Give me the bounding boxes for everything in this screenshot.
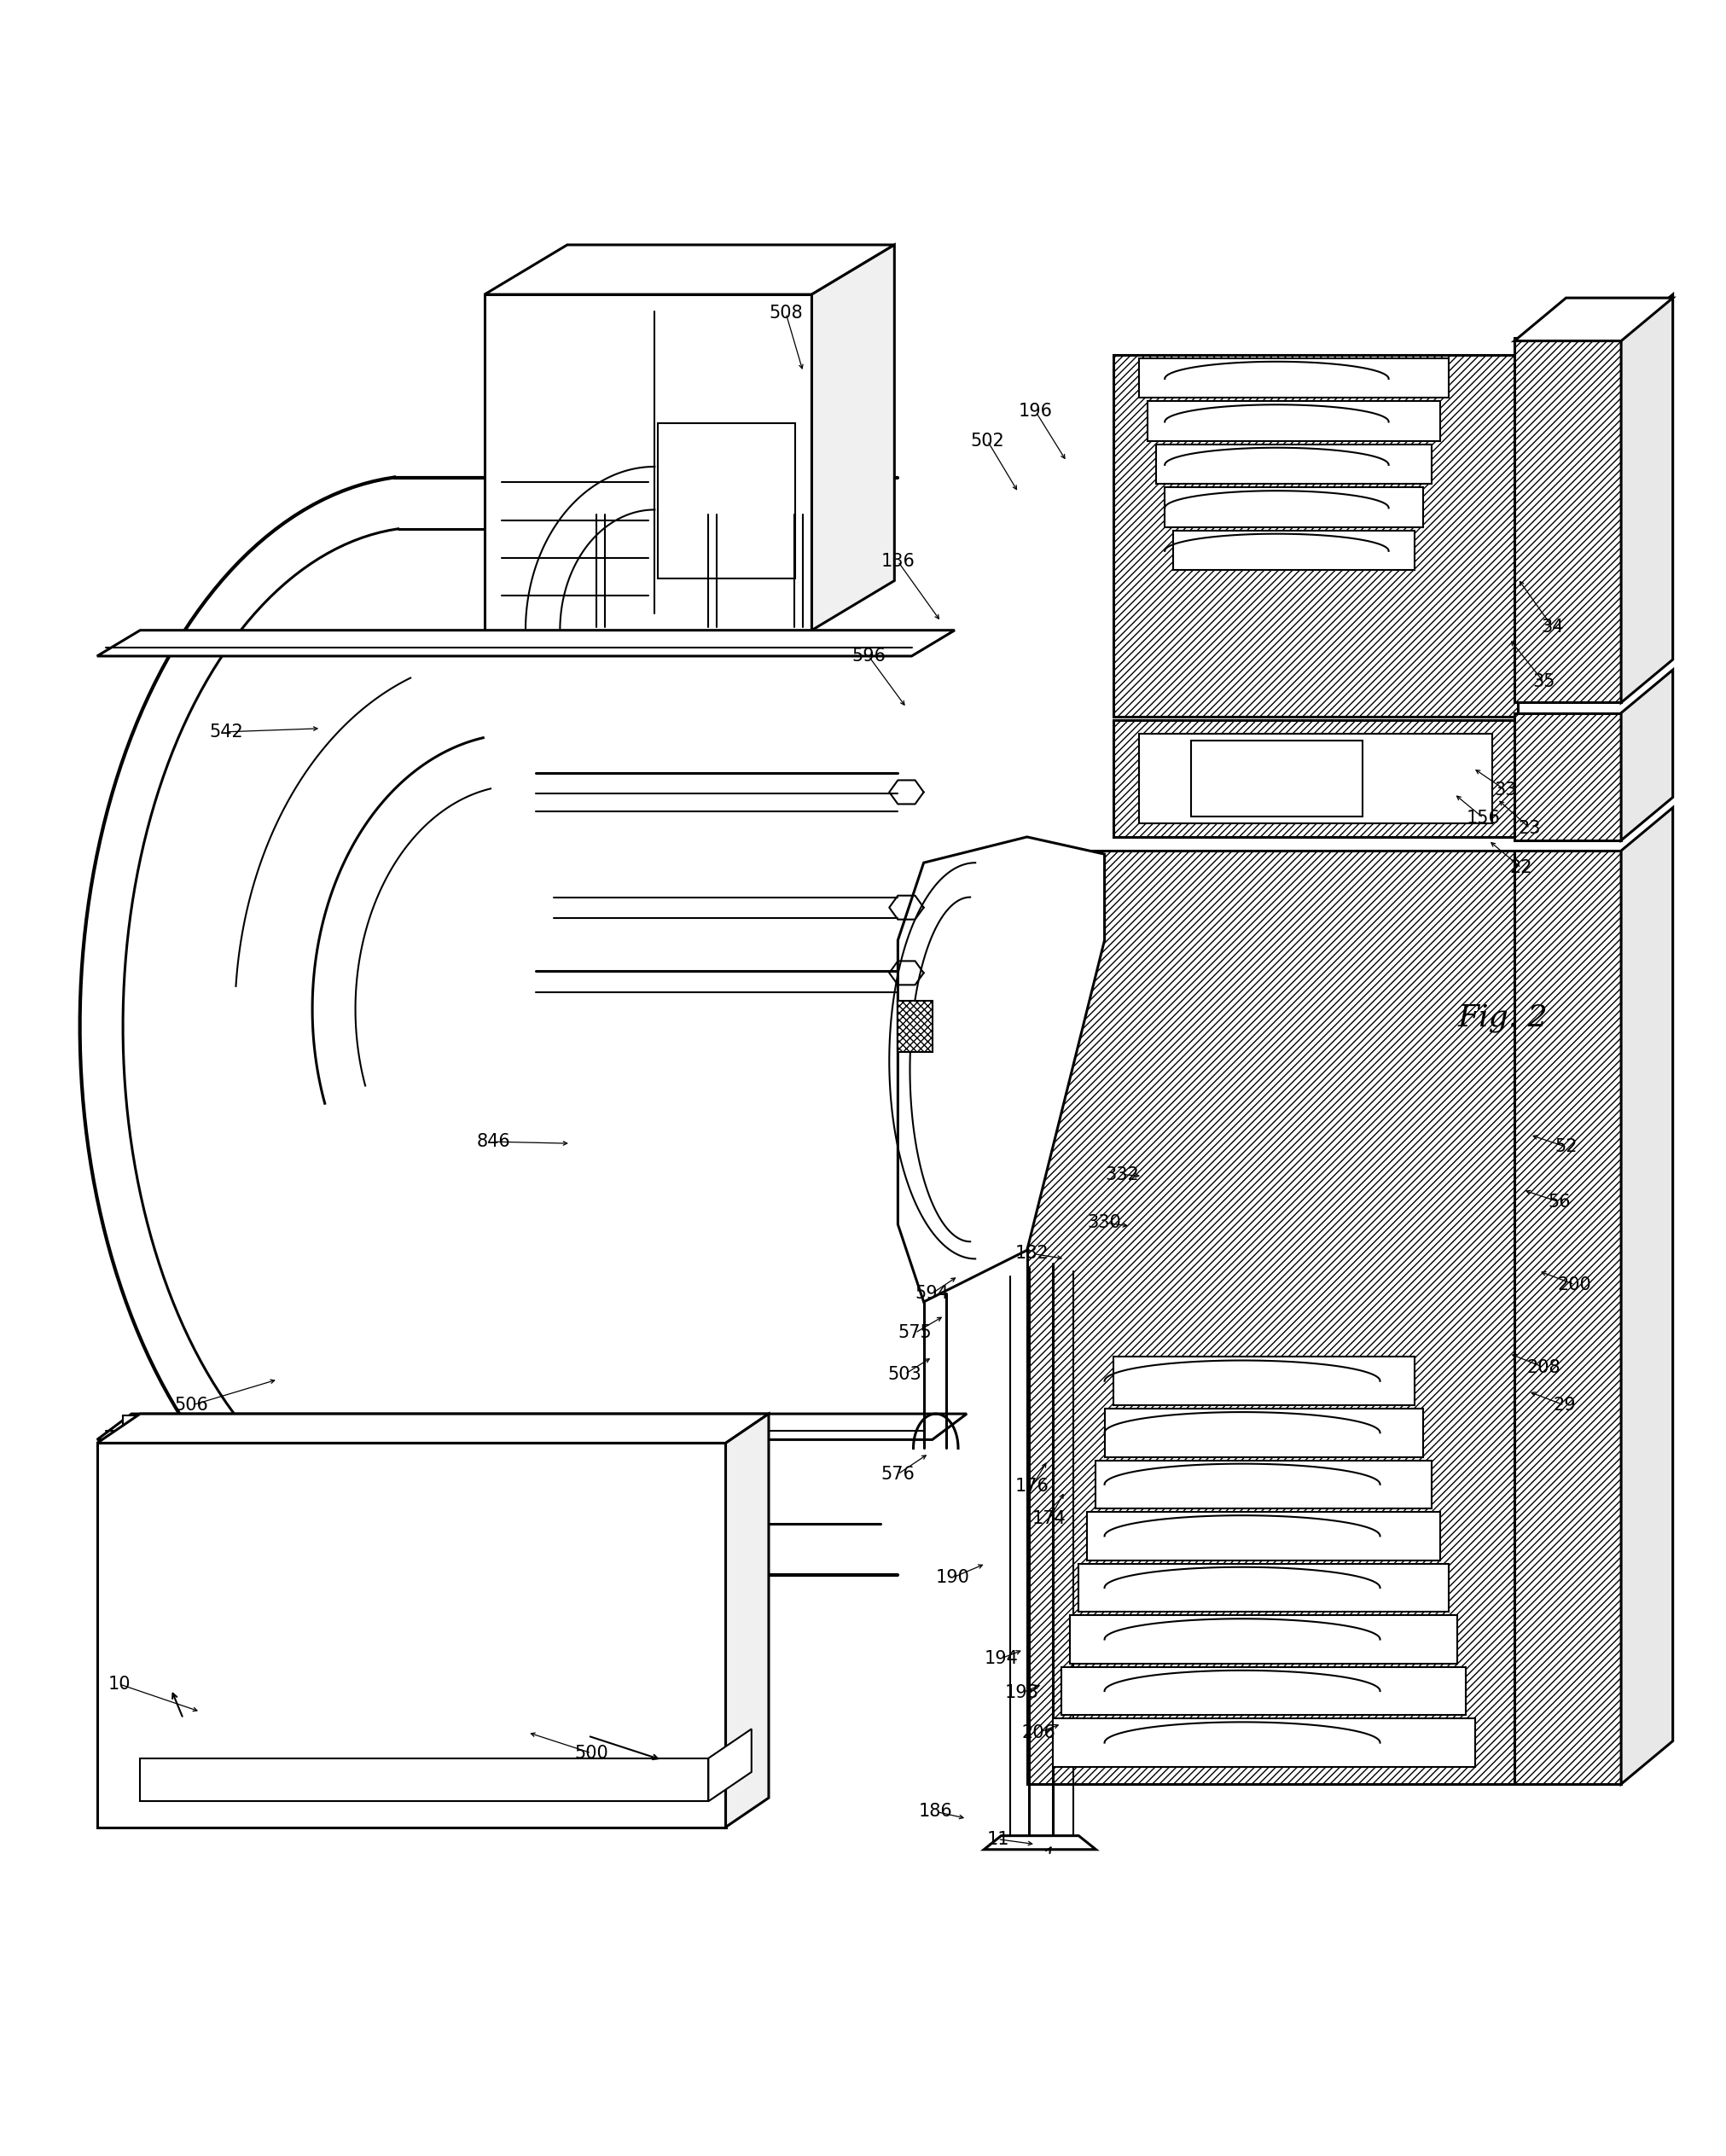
Text: 198: 198 xyxy=(1005,1684,1039,1701)
Text: 502: 502 xyxy=(970,433,1005,448)
Polygon shape xyxy=(97,1442,725,1826)
Text: 33: 33 xyxy=(1493,783,1517,800)
Polygon shape xyxy=(1139,733,1491,824)
Polygon shape xyxy=(898,1000,932,1052)
Polygon shape xyxy=(1514,852,1621,1783)
Polygon shape xyxy=(658,423,796,578)
Polygon shape xyxy=(725,1414,768,1826)
Text: 11: 11 xyxy=(986,1830,1008,1848)
Polygon shape xyxy=(708,1729,751,1800)
Text: 194: 194 xyxy=(984,1649,1018,1667)
Text: 846: 846 xyxy=(476,1134,509,1151)
Polygon shape xyxy=(97,630,954,655)
Polygon shape xyxy=(1113,356,1517,716)
Polygon shape xyxy=(1148,401,1439,440)
Text: 56: 56 xyxy=(1546,1194,1569,1210)
Text: 542: 542 xyxy=(209,722,243,740)
Text: 186: 186 xyxy=(918,1802,953,1820)
Text: 52: 52 xyxy=(1553,1138,1576,1156)
Polygon shape xyxy=(1113,720,1517,837)
Polygon shape xyxy=(1070,1615,1457,1664)
Polygon shape xyxy=(1113,1356,1414,1406)
Polygon shape xyxy=(485,295,811,630)
Text: 200: 200 xyxy=(1557,1276,1591,1294)
Text: 503: 503 xyxy=(887,1365,922,1382)
Text: 500: 500 xyxy=(575,1744,608,1761)
Text: 22: 22 xyxy=(1509,860,1531,877)
Text: 208: 208 xyxy=(1526,1358,1560,1376)
Polygon shape xyxy=(984,1835,1096,1850)
Text: 10: 10 xyxy=(109,1675,131,1692)
Polygon shape xyxy=(1174,530,1414,569)
Polygon shape xyxy=(1514,298,1672,341)
Text: 575: 575 xyxy=(898,1324,932,1341)
Text: 506: 506 xyxy=(174,1397,209,1414)
Polygon shape xyxy=(1165,487,1422,526)
Polygon shape xyxy=(97,1414,768,1442)
Polygon shape xyxy=(97,1414,967,1440)
Text: 35: 35 xyxy=(1531,673,1553,690)
Polygon shape xyxy=(1079,1563,1448,1613)
Polygon shape xyxy=(1514,338,1621,703)
Polygon shape xyxy=(1139,358,1448,397)
Text: 508: 508 xyxy=(768,304,803,321)
Text: 576: 576 xyxy=(880,1466,915,1483)
Text: 174: 174 xyxy=(1032,1511,1067,1526)
Polygon shape xyxy=(1061,1667,1465,1716)
Text: 176: 176 xyxy=(1015,1477,1049,1494)
Text: 23: 23 xyxy=(1517,819,1540,837)
Text: 196: 196 xyxy=(1018,403,1053,420)
Polygon shape xyxy=(898,837,1105,1302)
Polygon shape xyxy=(123,1416,347,1434)
Polygon shape xyxy=(1087,1511,1439,1561)
Text: 34: 34 xyxy=(1540,619,1562,636)
Text: 594: 594 xyxy=(915,1285,949,1302)
Text: 182: 182 xyxy=(1015,1246,1049,1261)
Polygon shape xyxy=(811,246,894,630)
Text: 190: 190 xyxy=(935,1570,970,1587)
Text: Fig. 2: Fig. 2 xyxy=(1457,1003,1546,1033)
Polygon shape xyxy=(1105,1408,1422,1457)
Text: 206: 206 xyxy=(1022,1725,1056,1740)
Text: 330: 330 xyxy=(1087,1214,1120,1231)
Polygon shape xyxy=(1156,444,1431,483)
Polygon shape xyxy=(785,0,1172,37)
Polygon shape xyxy=(1053,1718,1474,1768)
Polygon shape xyxy=(1189,740,1362,817)
Text: 596: 596 xyxy=(851,647,885,664)
Polygon shape xyxy=(485,246,894,295)
Polygon shape xyxy=(1096,1460,1431,1509)
Text: 156: 156 xyxy=(1465,808,1500,826)
Polygon shape xyxy=(1621,295,1672,703)
Text: 332: 332 xyxy=(1105,1166,1137,1184)
Polygon shape xyxy=(140,1759,708,1800)
Polygon shape xyxy=(1621,808,1672,1783)
Polygon shape xyxy=(1027,852,1517,1783)
Polygon shape xyxy=(1514,714,1621,841)
Text: 29: 29 xyxy=(1552,1397,1574,1414)
Polygon shape xyxy=(1621,671,1672,841)
Text: 136: 136 xyxy=(880,552,915,569)
